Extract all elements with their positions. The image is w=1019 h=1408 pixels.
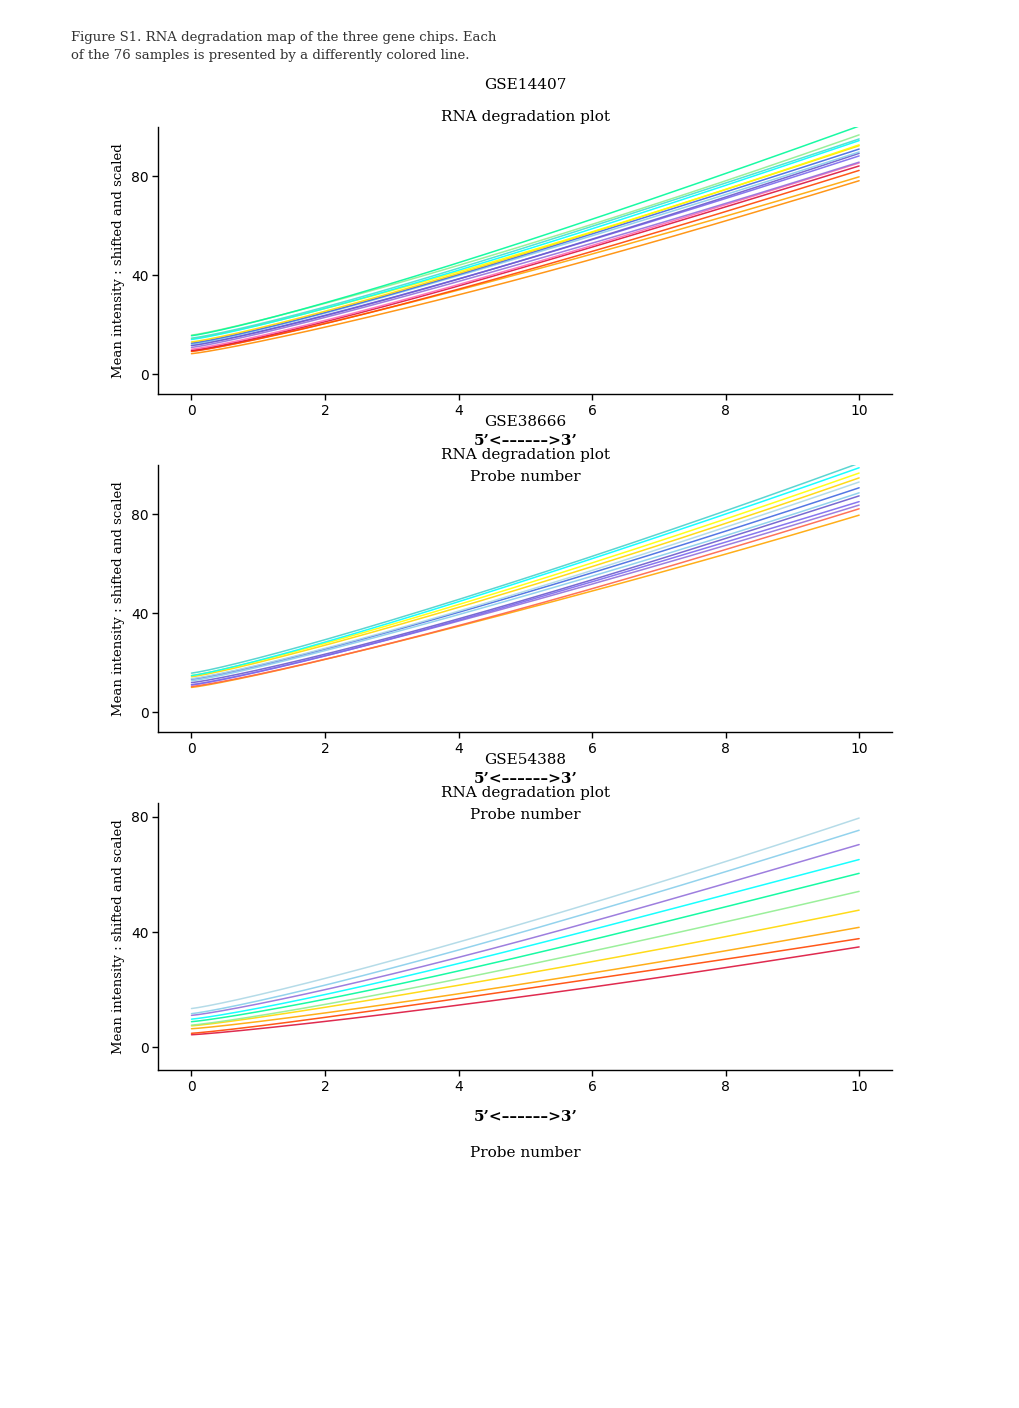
Text: of the 76 samples is presented by a differently colored line.: of the 76 samples is presented by a diff…	[71, 49, 470, 62]
Title: RNA degradation plot: RNA degradation plot	[440, 110, 609, 124]
Title: RNA degradation plot: RNA degradation plot	[440, 786, 609, 800]
Text: 5’<––––––>3’: 5’<––––––>3’	[473, 1110, 577, 1124]
Text: 5’<––––––>3’: 5’<––––––>3’	[473, 434, 577, 448]
Y-axis label: Mean intensity : shifted and scaled: Mean intensity : shifted and scaled	[112, 144, 125, 377]
Text: Probe number: Probe number	[470, 808, 580, 822]
Text: Figure S1. RNA degradation map of the three gene chips. Each: Figure S1. RNA degradation map of the th…	[71, 31, 496, 44]
Text: Probe number: Probe number	[470, 1146, 580, 1160]
Text: GSE38666: GSE38666	[484, 415, 566, 429]
Text: GSE54388: GSE54388	[484, 753, 566, 767]
Text: Probe number: Probe number	[470, 470, 580, 484]
Title: RNA degradation plot: RNA degradation plot	[440, 448, 609, 462]
Y-axis label: Mean intensity : shifted and scaled: Mean intensity : shifted and scaled	[112, 819, 125, 1053]
Text: GSE14407: GSE14407	[484, 77, 566, 92]
Text: 5’<––––––>3’: 5’<––––––>3’	[473, 772, 577, 786]
Y-axis label: Mean intensity : shifted and scaled: Mean intensity : shifted and scaled	[112, 482, 125, 715]
